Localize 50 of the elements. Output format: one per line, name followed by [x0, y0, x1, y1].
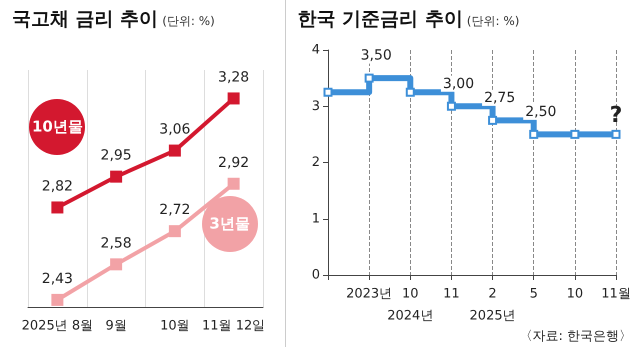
x-tick-label: 9월 — [105, 318, 127, 334]
series-label: 3년물 — [209, 214, 250, 234]
point — [51, 294, 64, 306]
x-tick-label: 11월 12일 — [202, 318, 266, 334]
x-tick-label: 5 — [529, 286, 538, 302]
point — [168, 144, 181, 157]
x-tick-label: 10월 — [160, 318, 190, 334]
data-label: 3,06 — [159, 122, 191, 138]
point — [110, 170, 122, 183]
data-label: 2,92 — [218, 154, 250, 171]
y-tick-label: 4 — [311, 42, 320, 58]
point — [528, 130, 538, 139]
chart-subtitle: (단위: %) — [162, 14, 215, 28]
annotation: ? — [609, 102, 622, 128]
point — [228, 92, 240, 104]
data-label: 2,82 — [42, 178, 73, 194]
data-label: 2,95 — [100, 148, 132, 164]
point — [168, 225, 181, 238]
x-tick-label: 10 — [566, 286, 583, 302]
y-tick-label: 0 — [311, 268, 320, 282]
data-label: 2,72 — [159, 202, 190, 218]
text: 〈자료: 한국은행〉 — [519, 328, 632, 345]
point — [570, 130, 579, 139]
point — [228, 178, 240, 190]
data-label: 2,58 — [100, 235, 132, 252]
text: 10년물 — [32, 118, 83, 137]
x-tick-label: 11 — [442, 286, 460, 302]
chart-title: 한국 기준금리 추이 — [298, 8, 463, 30]
x-tick-label: 11월 — [600, 286, 630, 302]
x-tick-label: 2 2025년 — [469, 286, 516, 324]
data-label: 3,00 — [442, 76, 474, 92]
x-tick-label: 2025년 8월 — [22, 318, 94, 334]
point — [51, 201, 64, 214]
point — [110, 258, 122, 270]
point — [488, 116, 497, 125]
y-tick-label: 2 — [311, 155, 320, 170]
data-label: 2,50 — [524, 104, 556, 120]
point — [364, 74, 374, 83]
y-tick-label: 1 — [311, 211, 320, 226]
y-tick-label: 3 — [311, 98, 320, 114]
data-label: 2,43 — [42, 270, 73, 287]
data-label: 2,75 — [484, 90, 515, 106]
point — [405, 88, 414, 97]
data-label: 3,28 — [218, 69, 250, 86]
data-label: 3,50 — [360, 48, 392, 64]
point — [611, 130, 620, 139]
point — [323, 88, 332, 97]
chart-title: 국고채 금리 추이 — [12, 8, 158, 30]
chart-subtitle: (단위: %) — [466, 14, 520, 28]
point — [446, 102, 456, 111]
